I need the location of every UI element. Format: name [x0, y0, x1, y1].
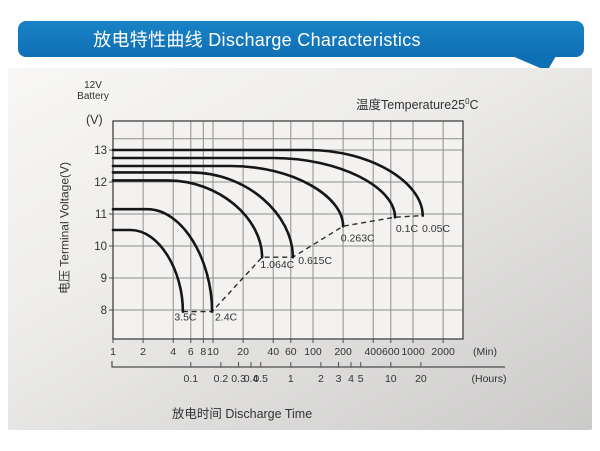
curve-0.05C [111, 148, 424, 217]
x-tick-label-min: 1 [110, 346, 116, 358]
x-tick-label-min: 2000 [431, 346, 455, 358]
y-axis-title: 电压 Terminal Voltage(V) [57, 161, 72, 295]
x-tick-label-hours: 0.3 [231, 373, 246, 385]
curve-3.5C [111, 228, 185, 313]
x-tick-label-min: 4 [170, 346, 176, 358]
battery-voltage-text: 12V [84, 80, 102, 91]
temperature-text: 温度Temperature25 [356, 98, 466, 112]
curve-label: 0.05C [422, 223, 450, 235]
x-tick-label-hours: 1 [288, 373, 294, 385]
x-tick-label-min: 40 [267, 346, 279, 358]
y-tick-label: 8 [101, 305, 107, 317]
y-tick-label: 13 [94, 145, 107, 157]
x-tick-label-hours: 3 [336, 373, 342, 385]
x-tick-label-hours: 0.5 [253, 373, 268, 385]
x-tick-label-hours: 0.4 [244, 373, 259, 385]
curve-label: 1.064C [260, 259, 294, 271]
curve-0.615C [111, 171, 295, 259]
curve-label: 3.5C [174, 312, 197, 324]
degree-superscript: 0 [465, 96, 470, 106]
header-banner: 放电特性曲线 Discharge Characteristics [18, 21, 584, 57]
x-tick-label-hours: 5 [358, 373, 364, 385]
temperature-label: 温度Temperature250C [356, 94, 479, 113]
x-tick-label-min: 1000 [401, 346, 425, 358]
y-tick-label: 10 [94, 241, 107, 253]
hours-axis-line [111, 361, 505, 368]
x-axis-min-unit-label: (Min) [473, 346, 497, 358]
y-tick-label: 12 [94, 177, 107, 189]
x-tick-label-hours: 4 [348, 373, 354, 385]
x-tick-label-min: 60 [285, 346, 297, 358]
x-tick-label-min: 20 [237, 346, 249, 358]
battery-word-text: Battery [77, 91, 109, 102]
x-tick-label-hours: 0.2 [214, 373, 229, 385]
curve-label: 2.4C [215, 312, 238, 324]
x-tick-label-hours: 2 [318, 373, 324, 385]
x-tick-label-min: 100 [304, 346, 322, 358]
curve-0.263C [111, 164, 345, 228]
x-tick-label-min: 6 [188, 346, 194, 358]
page-title: 放电特性曲线 Discharge Characteristics [93, 30, 421, 50]
curve-0.1C [111, 156, 397, 219]
y-tick-label: 11 [95, 209, 107, 221]
temperature-unit-text: C [469, 98, 479, 112]
x-tick-label-min: 8 [200, 346, 206, 358]
curve-label: 0.615C [298, 255, 332, 267]
x-tick-label-hours: 20 [415, 373, 427, 385]
curve-label: 0.1C [396, 223, 419, 235]
curve-2.4C [111, 207, 214, 313]
x-tick-label-min: 400 [364, 346, 382, 358]
y-axis-unit-label: (V) [86, 113, 103, 127]
y-tick-label: 9 [101, 273, 107, 285]
x-tick-label-min: 10 [207, 346, 219, 358]
x-tick-label-min: 600 [382, 346, 400, 358]
x-tick-label-hours: 0.1 [184, 373, 199, 385]
x-tick-label-hours: 10 [385, 373, 397, 385]
curve-1.064C [111, 179, 264, 259]
x-tick-label-min: 200 [334, 346, 352, 358]
x-axis-hours-unit-label: (Hours) [471, 373, 506, 385]
curve-label: 0.263C [341, 233, 375, 245]
x-tick-label-min: 2 [140, 346, 146, 358]
x-axis-title: 放电时间 Discharge Time [171, 407, 313, 421]
battery-type-label: 12V Battery [63, 80, 123, 102]
